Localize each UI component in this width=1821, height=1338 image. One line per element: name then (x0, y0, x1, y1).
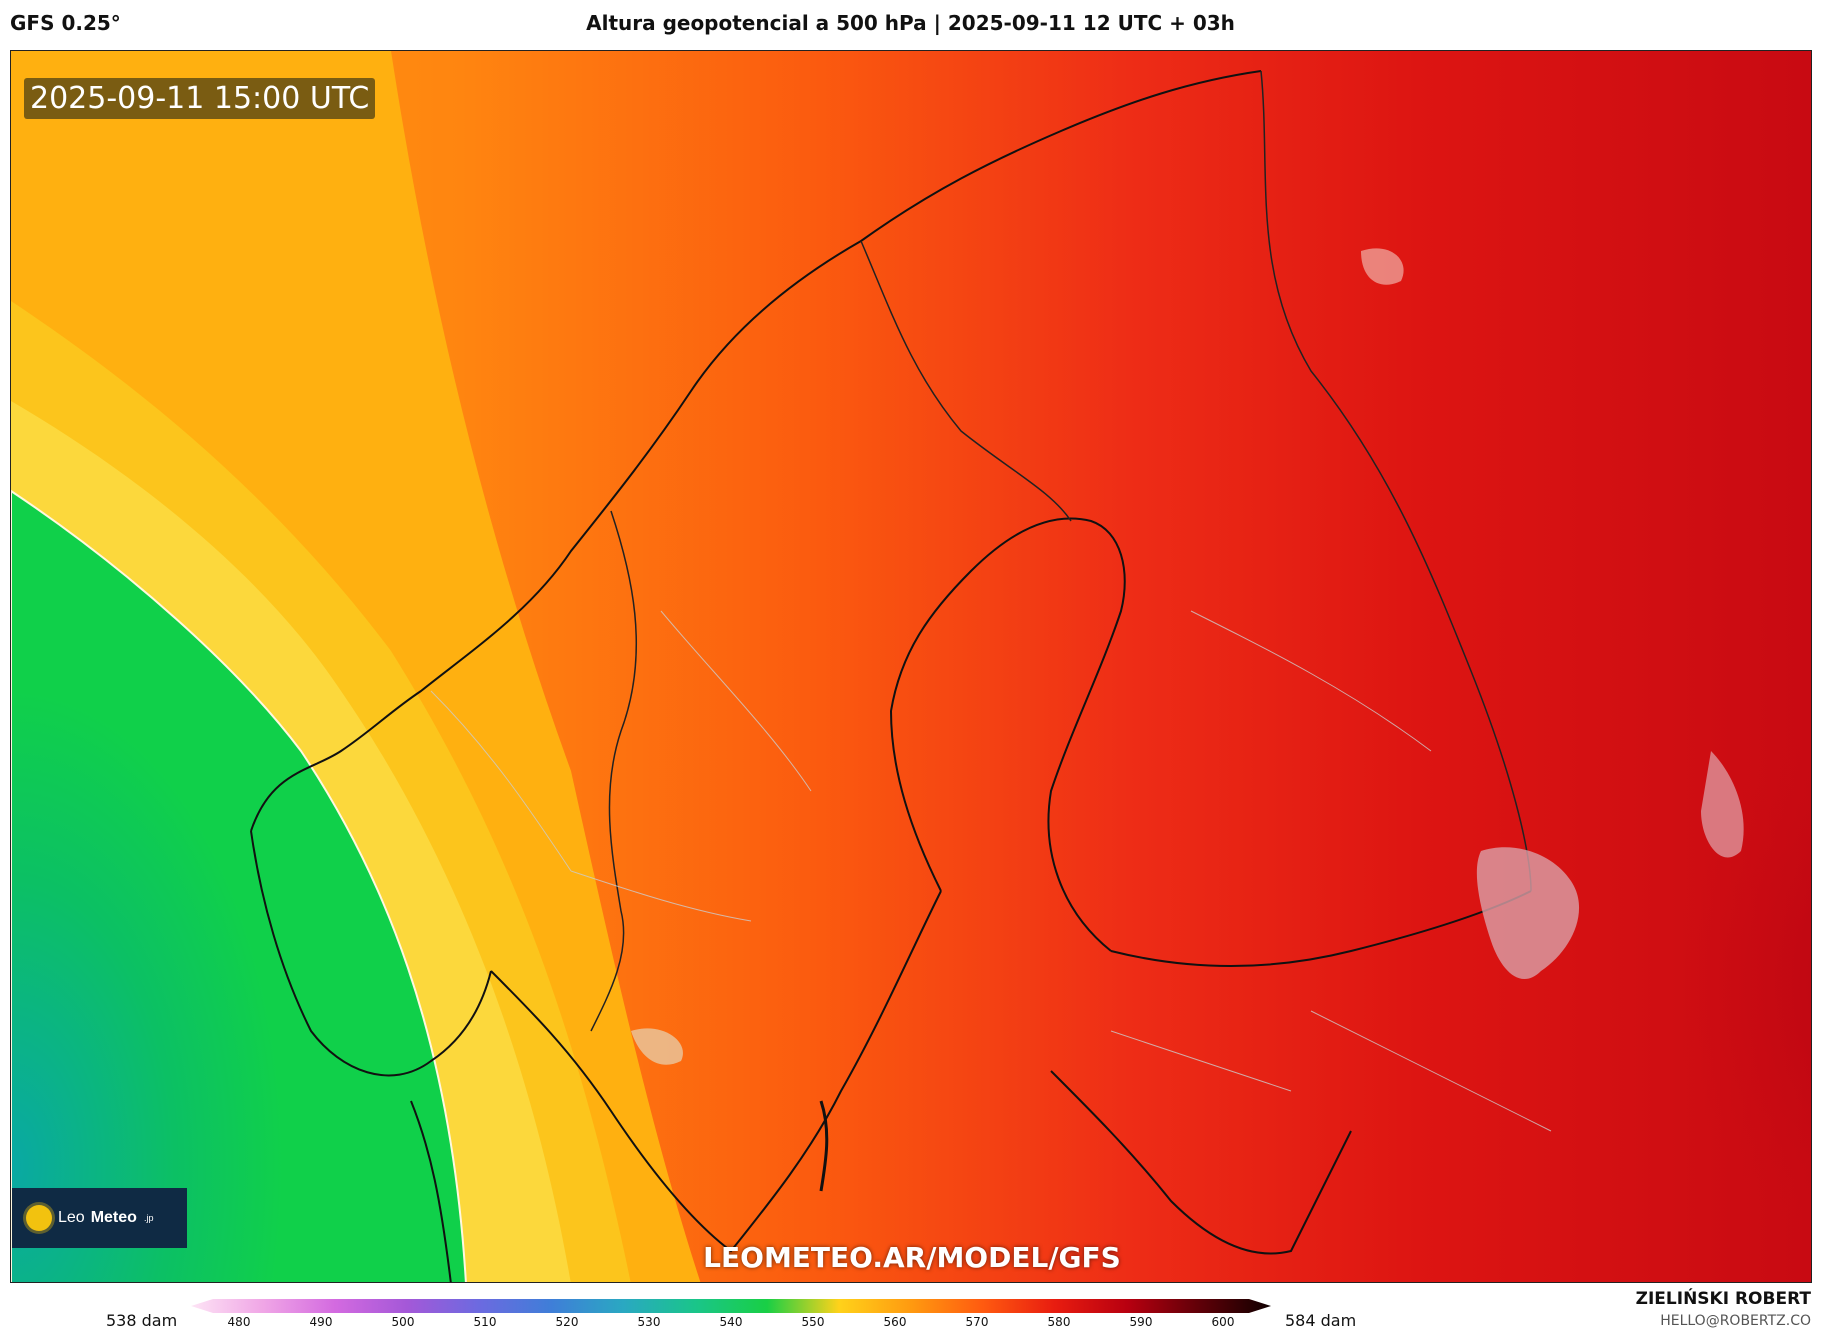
author-email[interactable]: HELLO@ROBERTZ.CO (1660, 1313, 1811, 1329)
norway-coastline (250, 70, 1262, 832)
colorbar-min-label: 538 dam (106, 1311, 178, 1330)
south-norway-coast (250, 830, 492, 1077)
colorbar-tick-label: 510 (473, 1315, 497, 1329)
field-band-green (11, 489, 467, 1282)
leometeo-logo[interactable]: Leo Meteo .jp (12, 1188, 187, 1248)
colorbar-tick-label: 490 (309, 1315, 333, 1329)
colorbar-tick-label: 550 (801, 1315, 825, 1329)
logo-suffix: .jp (143, 1213, 154, 1223)
lake-onega (1701, 751, 1744, 858)
finland-russia-border (1260, 70, 1532, 892)
lake-inari (1361, 248, 1404, 285)
logo-text-bold: Meteo (90, 1209, 137, 1226)
lake-vanern (631, 1028, 683, 1065)
colorbar: 480 490 500 510 520 530 540 550 560 570 580 590 600 (191, 1299, 1271, 1333)
geopotential-field (11, 51, 1811, 1282)
denmark-coast (410, 1100, 452, 1282)
sweden-finland-border (860, 240, 1072, 522)
sun-icon (26, 1205, 52, 1231)
colorbar-bar (191, 1299, 1271, 1313)
colorbar-gradient (191, 1299, 1271, 1313)
baltic-coast (1050, 1070, 1352, 1255)
logo-text-light: Leo (58, 1209, 85, 1226)
colorbar-tick-label: 600 (1211, 1315, 1235, 1329)
author-name: ZIELIŃSKI ROBERT (1635, 1289, 1811, 1309)
model-label: GFS 0.25° (10, 11, 121, 35)
gotland (819, 1100, 829, 1192)
internal-admin-boundaries (430, 610, 1552, 1132)
chart-title: Altura geopotencial a 500 hPa | 2025-09-… (586, 11, 1235, 35)
field-low-dark-red (1211, 411, 1811, 1282)
map-panel[interactable]: 2025-09-11 15:00 UTC Leo Meteo .jp LEOMETE… (10, 50, 1812, 1283)
colorbar-tick-label: 590 (1129, 1315, 1153, 1329)
gulf-of-bothnia (889, 517, 1126, 952)
valid-time-badge: 2025-09-11 15:00 UTC (24, 78, 376, 119)
colorbar-tick-label: 520 (555, 1315, 579, 1329)
colorbar-tick-label: 540 (719, 1315, 743, 1329)
colorbar-tick-label: 580 (1047, 1315, 1071, 1329)
lake-ladoga (1476, 847, 1580, 980)
colorbar-tick-label: 570 (965, 1315, 989, 1329)
colorbar-max-label: 584 dam (1285, 1311, 1357, 1330)
norway-sweden-border (590, 510, 638, 1032)
site-watermark: LEOMETEO.AR/MODEL/GFS (703, 1241, 1121, 1274)
colorbar-tick-label: 560 (883, 1315, 907, 1329)
sweden-south-coast (490, 890, 942, 1253)
colorbar-tick-label: 530 (637, 1315, 661, 1329)
colorbar-tick-label: 500 (391, 1315, 415, 1329)
colorbar-tick-label: 480 (227, 1315, 251, 1329)
author-credit: ZIELIŃSKI ROBERT HELLO@ROBERTZ.CO (1636, 1289, 1811, 1329)
